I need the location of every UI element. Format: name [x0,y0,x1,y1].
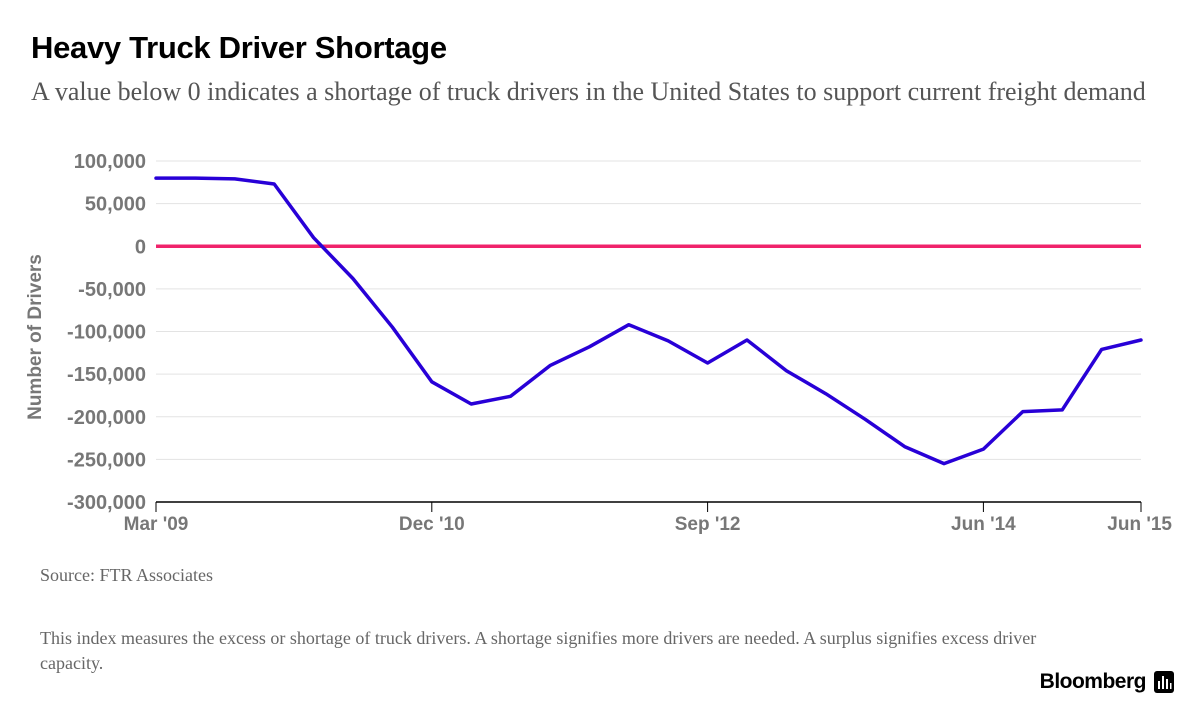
footnote: This index measures the excess or shorta… [40,628,1037,673]
y-axis-label: Number of Drivers [25,254,46,420]
source-note: Source: FTR Associates [40,565,213,585]
brand-logo: Bloomberg [1040,670,1174,694]
y-tick-label: 100,000 [74,151,146,173]
x-tick-label: Jun '15 [1107,514,1172,535]
series-line-driver-shortage [154,176,1143,466]
y-axis-ticks: 100,000 50,000 0 -50,000 -100,000 -150,000 -20… [67,151,146,514]
y-tick-label: -300,000 [67,492,146,514]
x-tick-label: Dec '10 [399,514,465,535]
x-tick-label: Mar '09 [124,514,189,535]
y-tick-label: -200,000 [67,407,146,429]
brand-name: Bloomberg [1039,670,1147,693]
y-tick-label: -250,000 [67,449,146,471]
y-tick-label: -50,000 [78,279,146,301]
x-axis: Mar '09 Dec '10 Sep '12 Jun '14 Jun '15 [124,501,1172,535]
y-tick-label: 0 [135,236,146,258]
chart-subtitle: A value below 0 indicates a shortage of … [31,77,1146,106]
y-tick-label: 50,000 [85,194,146,216]
x-tick-label: Sep '12 [675,514,741,535]
x-tick-label: Jun '14 [951,514,1016,535]
series-lines [154,176,1143,466]
y-tick-label: -100,000 [67,322,146,344]
gridlines [156,160,1141,460]
y-tick-label: -150,000 [67,364,146,386]
bloomberg-chart-icon [1154,671,1174,693]
chart-title: Heavy Truck Driver Shortage [31,30,447,65]
